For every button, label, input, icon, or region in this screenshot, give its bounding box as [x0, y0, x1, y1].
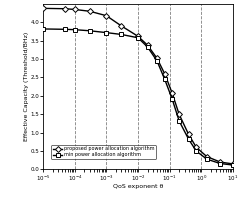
- proposed power allocation algorithm: [178, 113, 180, 115]
- proposed power allocation algorithm: [137, 35, 139, 37]
- proposed power allocation algorithm: [120, 25, 123, 27]
- proposed power allocation algorithm: [219, 161, 222, 163]
- min power allocation algorithm: [171, 98, 174, 100]
- proposed power allocation algorithm: [195, 146, 198, 149]
- min power allocation algorithm: [156, 60, 158, 62]
- proposed power allocation algorithm: [88, 10, 91, 12]
- Y-axis label: Effective Capacity (Threshold/BHz): Effective Capacity (Threshold/BHz): [24, 32, 29, 141]
- min power allocation algorithm: [231, 164, 234, 166]
- Line: min power allocation algorithm: min power allocation algorithm: [41, 27, 235, 167]
- min power allocation algorithm: [88, 30, 91, 32]
- min power allocation algorithm: [146, 46, 149, 48]
- proposed power allocation algorithm: [146, 44, 149, 46]
- min power allocation algorithm: [64, 28, 67, 31]
- X-axis label: QoS exponent θ: QoS exponent θ: [113, 184, 163, 189]
- min power allocation algorithm: [195, 150, 198, 152]
- proposed power allocation algorithm: [156, 57, 158, 59]
- min power allocation algorithm: [187, 138, 190, 140]
- min power allocation algorithm: [137, 37, 139, 39]
- min power allocation algorithm: [205, 158, 208, 160]
- min power allocation algorithm: [163, 78, 166, 81]
- min power allocation algorithm: [178, 120, 180, 122]
- proposed power allocation algorithm: [231, 163, 234, 165]
- proposed power allocation algorithm: [163, 73, 166, 75]
- proposed power allocation algorithm: [187, 133, 190, 136]
- proposed power allocation algorithm: [42, 7, 45, 9]
- Line: proposed power allocation algorithm: proposed power allocation algorithm: [41, 6, 235, 166]
- min power allocation algorithm: [120, 33, 123, 36]
- proposed power allocation algorithm: [171, 92, 174, 94]
- min power allocation algorithm: [105, 32, 108, 34]
- Legend: proposed power allocation algorithm, min power allocation algorithm: proposed power allocation algorithm, min…: [51, 145, 156, 159]
- proposed power allocation algorithm: [205, 155, 208, 158]
- min power allocation algorithm: [42, 28, 45, 30]
- proposed power allocation algorithm: [73, 8, 76, 11]
- proposed power allocation algorithm: [105, 15, 108, 17]
- proposed power allocation algorithm: [64, 7, 67, 10]
- min power allocation algorithm: [73, 29, 76, 31]
- min power allocation algorithm: [219, 162, 222, 165]
